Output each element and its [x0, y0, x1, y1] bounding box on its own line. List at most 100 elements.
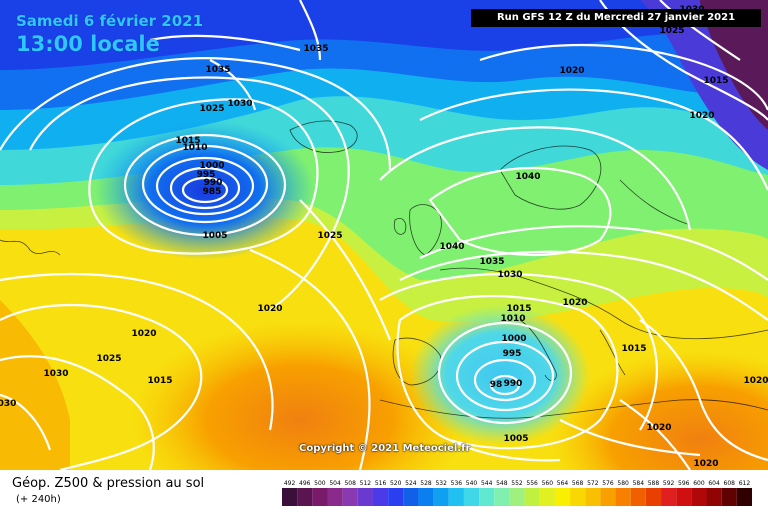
isobar-label: 1005 [503, 434, 528, 444]
low-south-core [410, 305, 590, 445]
legend-subtitle: (+ 240h) [16, 494, 61, 505]
scale-swatch [615, 488, 631, 506]
isobar-label: 1020 [559, 66, 584, 76]
scale-tick-label: 524 [405, 480, 417, 487]
scale-swatch [645, 488, 662, 506]
scale-swatch [736, 488, 752, 506]
band-darkpurple-ne [700, 0, 768, 130]
isobar-label: 1035 [479, 257, 504, 267]
isobar-label: 1025 [96, 354, 121, 364]
scale-tick-label: 532 [435, 480, 447, 487]
scale-swatch [600, 488, 616, 506]
color-scale: 492 496 500 504 508 512 516 520 524 528 532 536 540 5… [282, 478, 752, 508]
scale-tick-label: 600 [693, 480, 705, 487]
scale-swatch [479, 488, 495, 506]
coastlines [0, 120, 768, 419]
scale-swatch [691, 488, 707, 506]
isobar-label: 1040 [515, 172, 540, 182]
scale-tick-label: 500 [314, 480, 326, 487]
scale-tick-label: 536 [451, 480, 463, 487]
scale-tick-label: 492 [284, 480, 296, 487]
forecast-time: 13:00 locale [16, 32, 160, 56]
isobar-label: 990 [204, 178, 223, 188]
scale-tick-label: 544 [481, 480, 493, 487]
isobar-label: 1015 [621, 344, 646, 354]
scale-swatch [372, 488, 389, 506]
isobar-label: 990 [504, 379, 523, 389]
scale-tick-label: 572 [587, 480, 599, 487]
isobar-label: 1015 [506, 304, 531, 314]
isobar-label: 030 [0, 399, 16, 409]
isobar-label: 1015 [147, 376, 172, 386]
scale-tick-label: 576 [602, 480, 614, 487]
scale-tick-label: 592 [663, 480, 675, 487]
scale-swatch [524, 488, 540, 506]
isobar-label: 1030 [227, 99, 252, 109]
scale-tick-label: 556 [526, 480, 538, 487]
isobars [0, 0, 768, 470]
isobar-label: 1020 [562, 298, 587, 308]
isobar-label: 1010 [500, 314, 525, 324]
scale-swatch [448, 488, 464, 506]
isobar-label: 1035 [303, 44, 328, 54]
scale-swatch [494, 488, 510, 506]
isobar-label: 1020 [693, 459, 718, 469]
scale-swatch [721, 488, 737, 506]
scale-swatch [706, 488, 722, 506]
scale-swatch [357, 488, 373, 506]
isobar-label: 98 [490, 380, 503, 390]
isobar-label: 1030 [497, 270, 522, 280]
scale-tick-label: 552 [511, 480, 523, 487]
isobar-label: 995 [197, 170, 216, 180]
scale-swatch [570, 488, 586, 506]
scale-tick-label: 588 [648, 480, 660, 487]
band-orange-west [0, 300, 70, 470]
scale-tick-label: 496 [299, 480, 311, 487]
scale-swatch [433, 488, 449, 506]
isobar-label: 1025 [317, 231, 342, 241]
isobar-label: 1005 [202, 231, 227, 241]
low-west-core [95, 120, 315, 260]
isobar-label: 1020 [131, 329, 156, 339]
legend-footer: Géop. Z500 & pression au sol (+ 240h) 49… [0, 470, 768, 512]
scale-tick-label: 508 [344, 480, 356, 487]
scale-tick-label: 528 [420, 480, 432, 487]
scale-swatch [282, 488, 298, 506]
scale-tick-label: 568 [572, 480, 584, 487]
band-orange-sw [130, 320, 470, 470]
isobar-label: 1020 [646, 423, 671, 433]
scale-tick-label: 504 [329, 480, 341, 487]
band-orange-se [550, 350, 768, 470]
scale-swatch [661, 488, 677, 506]
scale-tick-label: 584 [633, 480, 645, 487]
scale-tick-label: 596 [678, 480, 690, 487]
scale-swatch [630, 488, 646, 506]
isobar-label: 1025 [659, 26, 684, 36]
isobar-label: 1015 [175, 136, 200, 146]
scale-swatch [463, 488, 480, 506]
scale-swatch [312, 488, 328, 506]
isobar-label: 1030 [43, 369, 68, 379]
isobar-labels: 1035103510301025101510101000995990985100… [0, 5, 768, 469]
scale-swatch [327, 488, 343, 506]
scale-swatch [388, 488, 404, 506]
scale-tick-label: 608 [724, 480, 736, 487]
forecast-date: Samedi 6 février 2021 [16, 12, 204, 30]
scale-swatch [297, 488, 313, 506]
scale-tick-label: 612 [739, 480, 751, 487]
scale-swatch [403, 488, 419, 506]
weather-map: 1035 1035 1030 1025 1015 1010 1000 995 990 985 100… [0, 0, 768, 470]
isobar-label: 995 [503, 349, 522, 359]
scale-tick-label: 604 [708, 480, 720, 487]
isobar-label: 1035 [205, 65, 230, 75]
scale-swatch [418, 488, 434, 506]
scale-tick-label: 548 [496, 480, 508, 487]
copyright-notice: Copyright © 2021 Meteociel.fr [299, 443, 471, 454]
isobar-label: 1000 [501, 334, 526, 344]
scale-swatch [342, 488, 358, 506]
isobar-label: 985 [203, 187, 222, 197]
scale-tick-label: 580 [617, 480, 629, 487]
isobar-label: 1020 [689, 111, 714, 121]
isobar-label: 1020 [257, 304, 282, 314]
isobar-label: 1020 [743, 376, 768, 386]
